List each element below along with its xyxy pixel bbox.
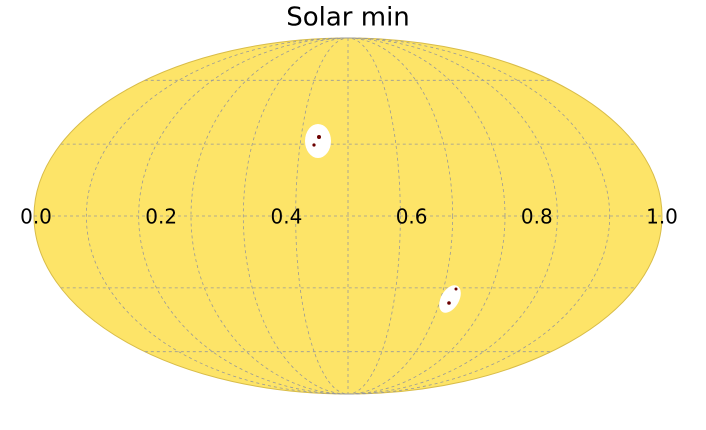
x-tick-label: 1.0 xyxy=(646,205,678,229)
meridian xyxy=(242,37,454,395)
hotspots xyxy=(305,124,461,313)
x-tick-label: 0.2 xyxy=(145,205,177,229)
hotspot xyxy=(439,285,461,313)
hotspot xyxy=(305,124,331,158)
map xyxy=(33,37,663,395)
x-tick-label: 0.8 xyxy=(521,205,553,229)
x-tick-label: 0.4 xyxy=(270,205,302,229)
hotspot-core xyxy=(312,143,316,147)
chart-title: Solar min xyxy=(286,3,410,33)
hotspot-core xyxy=(454,287,458,291)
hotspot-core xyxy=(317,135,321,139)
x-tick-label: 0.6 xyxy=(396,205,428,229)
x-tick-label: 0.0 xyxy=(20,205,52,229)
hotspot-core xyxy=(447,301,451,305)
